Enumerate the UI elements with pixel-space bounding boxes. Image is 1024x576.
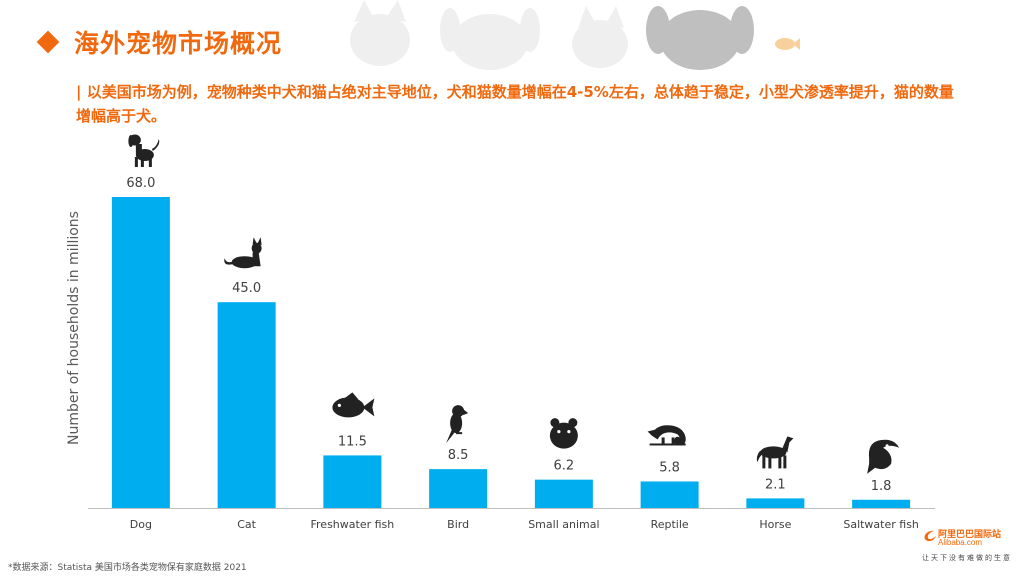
bar-cat (217, 302, 276, 508)
logo-name: 阿里巴巴国际站 (938, 529, 1002, 539)
x-tick-label: Horse (759, 518, 791, 531)
pet-banner-image (350, 0, 800, 70)
logo-sub: Alibaba.com (938, 538, 983, 547)
alibaba-logo: 阿里巴巴国际站 Alibaba.com 让天下没有难做的生意 (922, 527, 1014, 567)
data-label: 68.0 (126, 176, 155, 191)
alibaba-mark-icon (924, 530, 936, 542)
source-note: *数据来源：Statista 美国市场各类宠物保有家庭数据 2021 (8, 563, 247, 573)
bar-dog (111, 197, 170, 508)
bar-freshwater-fish (323, 455, 382, 508)
horse-icon (756, 436, 794, 469)
data-label: 6.2 (554, 459, 575, 474)
fish-icon (332, 392, 375, 418)
x-tick-label: Freshwater fish (311, 518, 395, 531)
page-subtitle: | 以美国市场为例，宠物种类中犬和猫占绝对主导地位，犬和猫数量增幅在4-5%左右… (76, 83, 954, 125)
x-tick-label: Reptile (651, 518, 689, 531)
x-tick-label: Small animal (528, 518, 599, 531)
page-title: 海外宠物市场概况 (74, 29, 283, 58)
x-tick-label: Cat (237, 518, 256, 531)
x-tick-label: Bird (447, 518, 469, 531)
data-label: 8.5 (448, 448, 469, 463)
data-label: 5.8 (659, 460, 680, 475)
cat-icon (224, 237, 262, 269)
bar-saltwater-fish (852, 499, 911, 508)
bar-horse (746, 498, 805, 508)
logo-slogan: 让天下没有难做的生意 (922, 554, 1012, 562)
bar-bird (429, 469, 488, 508)
data-label: 11.5 (338, 434, 367, 449)
data-label: 2.1 (765, 477, 786, 492)
x-tick-label: Saltwater fish (843, 518, 919, 531)
bar-reptile (640, 481, 699, 508)
saltwater-fish-icon (867, 439, 900, 474)
x-tick-label: Dog (130, 518, 152, 531)
chameleon-icon (647, 425, 686, 446)
data-label: 1.8 (871, 479, 892, 494)
data-label: 45.0 (232, 281, 261, 296)
hamster-icon (549, 418, 578, 449)
bar-small-animal (534, 479, 593, 508)
dog-icon (128, 134, 160, 167)
parrot-icon (446, 405, 469, 444)
title-row: 海外宠物市场概况 (34, 22, 282, 62)
